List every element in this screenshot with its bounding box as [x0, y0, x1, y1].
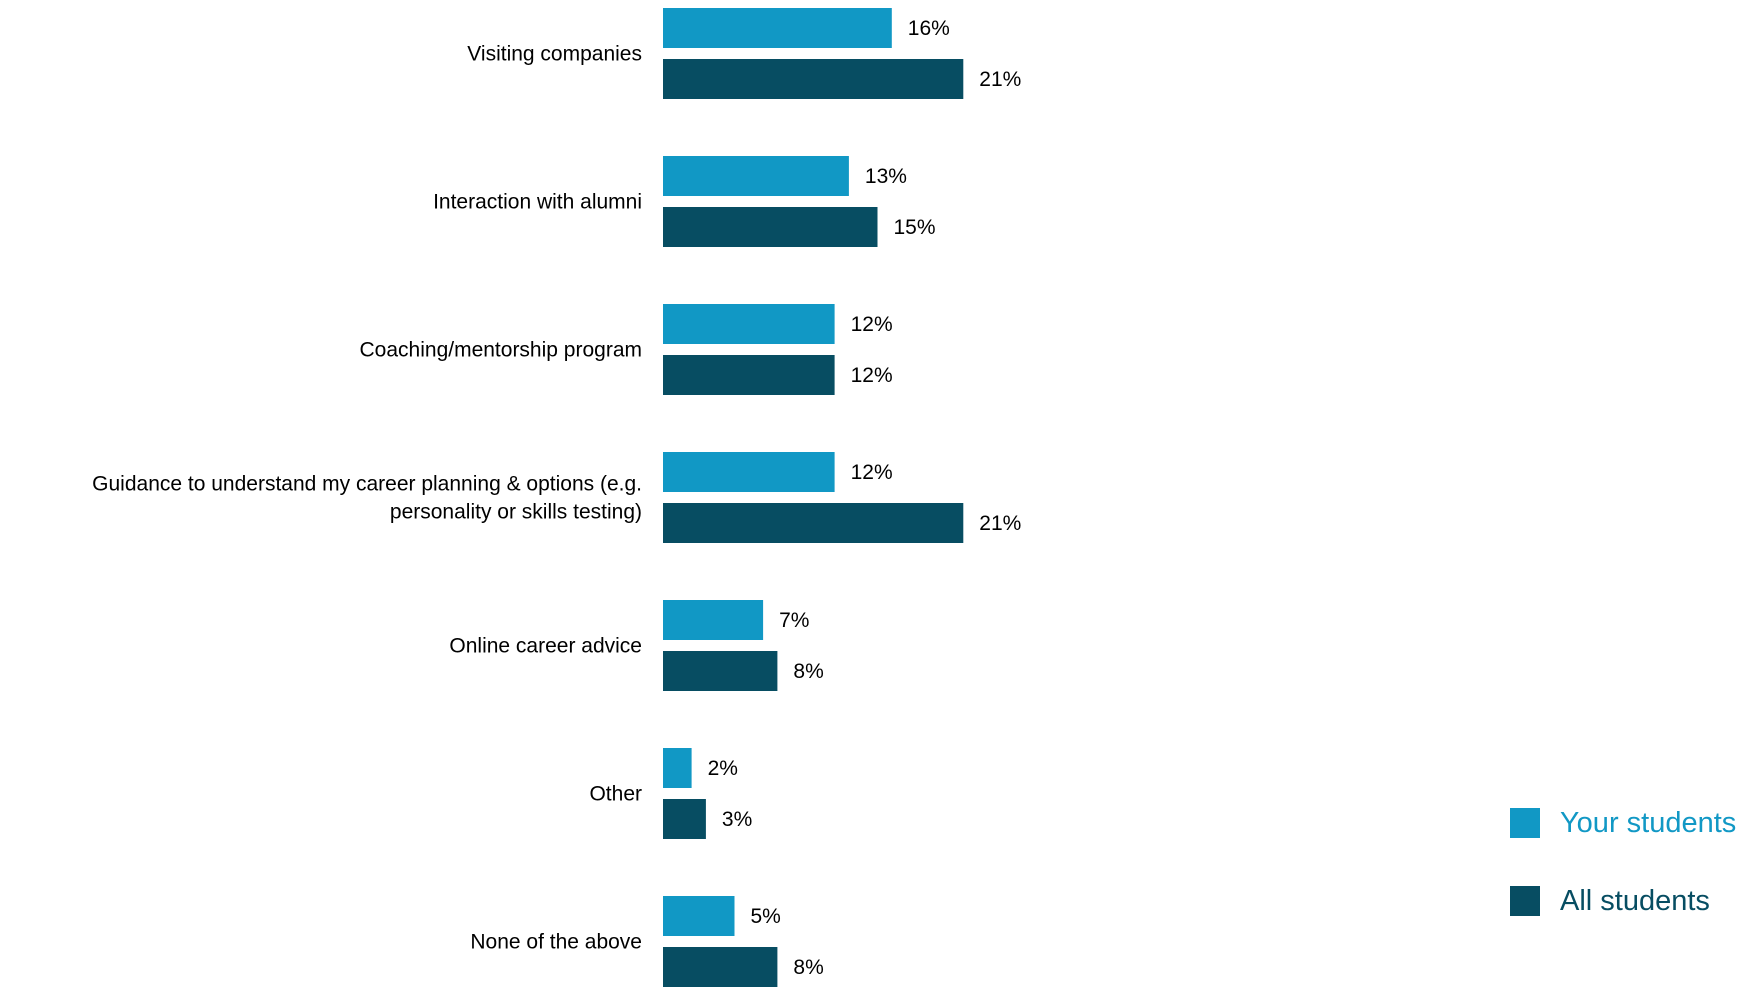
- data-label: 3%: [722, 808, 752, 831]
- data-label: 12%: [851, 461, 893, 484]
- legend-label-your-students: Your students: [1560, 806, 1737, 839]
- data-label: 16%: [908, 17, 950, 40]
- bar-your-students: [663, 8, 892, 48]
- data-label: 8%: [793, 660, 823, 683]
- bar-all-students: [663, 59, 964, 99]
- legend-swatch-your-students: [1510, 808, 1540, 838]
- data-label: 12%: [851, 364, 893, 387]
- data-label: 8%: [793, 956, 823, 979]
- bar-all-students: [663, 947, 778, 987]
- data-label: 21%: [979, 512, 1021, 535]
- bar-your-students: [663, 748, 692, 788]
- data-label: 13%: [865, 165, 907, 188]
- category-label: Coaching/mentorship program: [360, 339, 642, 362]
- bar-all-students: [663, 651, 778, 691]
- bar-your-students: [663, 156, 849, 196]
- data-label: 2%: [708, 757, 738, 780]
- legend: Your students All students: [1510, 806, 1737, 964]
- bar-all-students: [663, 355, 835, 395]
- category-label: Interaction with alumni: [433, 191, 642, 214]
- bar-your-students: [663, 600, 764, 640]
- category-label: Online career advice: [449, 635, 642, 658]
- data-label: 12%: [851, 313, 893, 336]
- bar-all-students: [663, 799, 706, 839]
- category-label: Visiting companies: [467, 43, 642, 66]
- data-label: 15%: [894, 216, 936, 239]
- legend-swatch-all-students: [1510, 886, 1540, 916]
- legend-item-all-students: All students: [1510, 884, 1736, 917]
- category-label: None of the above: [470, 931, 642, 954]
- category-label: personality or skills testing): [390, 501, 642, 524]
- legend-item-your-students: Your students: [1510, 806, 1737, 839]
- category-label: Other: [589, 783, 642, 806]
- data-label: 5%: [751, 905, 781, 928]
- bar-your-students: [663, 896, 735, 936]
- bar-your-students: [663, 452, 835, 492]
- bar-all-students: [663, 503, 964, 543]
- legend-label-all-students: All students: [1560, 884, 1710, 917]
- data-label: 7%: [779, 609, 809, 632]
- category-label: Guidance to understand my career plannin…: [92, 473, 642, 496]
- bar-your-students: [663, 304, 835, 344]
- data-label: 21%: [979, 68, 1021, 91]
- bar-all-students: [663, 207, 878, 247]
